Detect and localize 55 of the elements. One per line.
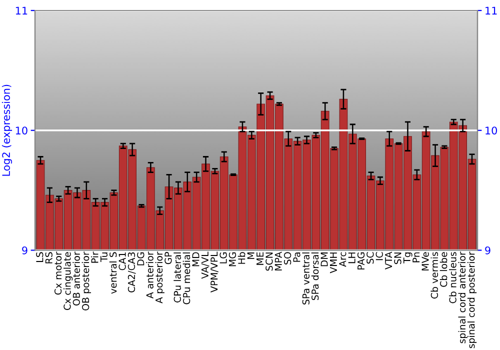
x-tick-label: VMH: [330, 252, 337, 274]
y-axis-title: Log2 (expression): [2, 84, 12, 176]
x-tick-label: SN: [394, 252, 402, 264]
x-tick-label: MVe: [422, 252, 429, 270]
x-tick-label: RS: [45, 252, 52, 264]
x-tick-label: DM: [320, 252, 328, 266]
x-tick-label: Arc: [339, 252, 346, 267]
x-tick-label: SO: [284, 252, 292, 264]
y2-tick-label: 10: [486, 126, 498, 134]
x-tick-label: MG: [228, 252, 236, 266]
x-tick-label: M: [247, 252, 254, 259]
y-tick-label: 10: [16, 126, 28, 134]
x-tick-label: PAG: [357, 252, 365, 270]
x-tick-label: SCN: [266, 252, 273, 271]
x-tick-label: LS: [36, 252, 44, 262]
x-tick-label: GP: [164, 252, 172, 264]
y-tick-label: 11: [16, 6, 28, 14]
x-tick-label: spinal cord anterior: [458, 252, 468, 344]
x-tick-label: Cb vermis: [430, 252, 438, 299]
x-tick-label: Cb lobe: [440, 252, 448, 287]
x-tick-label: Pn: [412, 252, 420, 262]
x-tick-label: SC: [366, 252, 374, 264]
y2-tick-label: 9: [485, 246, 490, 254]
x-tick-label: CPu medial: [182, 252, 190, 304]
x-tick-label: CA1: [118, 252, 126, 270]
x-tick-label: spinal cord posterior: [467, 252, 477, 348]
y-tick-label: 9: [22, 246, 28, 254]
x-tick-label: LH: [348, 252, 356, 264]
x-tick-label: MPA: [274, 252, 282, 270]
x-tick-label: OB posterior: [82, 252, 91, 310]
x-tick-label: Pir: [91, 252, 98, 263]
x-tick-label: Tg: [403, 252, 412, 264]
x-tick-label: LG: [220, 252, 227, 264]
x-tick-label: VA/VL: [201, 252, 210, 279]
x-tick-label: VTA: [385, 252, 392, 270]
x-tick-label: A anterior: [146, 252, 154, 298]
x-tick-label: DG: [137, 252, 144, 266]
x-tick-label: CPu lateral: [174, 252, 181, 302]
x-tick-label: Cx motor: [54, 252, 62, 295]
x-tick-label: SPa ventral: [302, 252, 310, 304]
x-tick-label: Tu: [100, 252, 108, 262]
x-tick-label: SPa dorsal: [311, 252, 319, 300]
x-tick-label: Cb nucleus: [449, 252, 456, 304]
x-tick-label: Cx cingulate: [63, 252, 73, 310]
x-tick-label: ME: [256, 252, 264, 265]
x-tick-label: Hb: [238, 252, 246, 264]
x-tick-label: A posterior: [155, 252, 164, 304]
x-tick-label: IC: [376, 252, 383, 260]
x-tick-label: Pa: [293, 252, 300, 262]
x-tick-label: MD: [192, 252, 200, 266]
x-tick-label: CA2/CA3: [128, 252, 136, 292]
x-tick-label: OB anterior: [72, 252, 80, 306]
x-tick-label: VPM/VPL: [210, 252, 218, 292]
x-tick-label: ventral S: [109, 252, 117, 294]
y2-tick-label: 11: [486, 6, 497, 14]
